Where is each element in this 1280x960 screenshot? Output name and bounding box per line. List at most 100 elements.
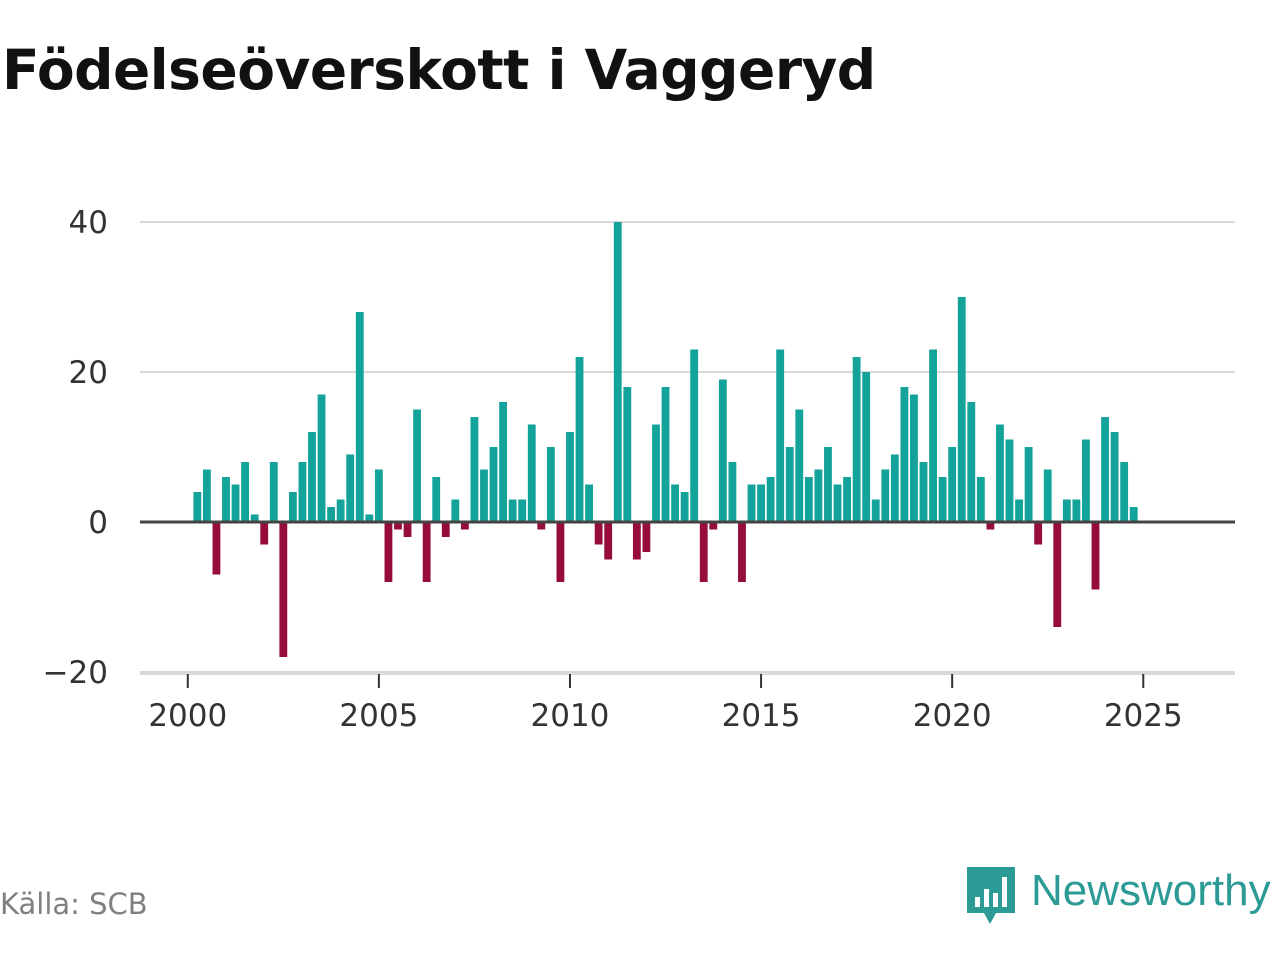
data-bar — [957, 297, 966, 522]
data-bar — [1024, 447, 1033, 522]
data-bar — [785, 447, 794, 522]
data-bar — [1062, 499, 1071, 522]
data-bar — [1091, 522, 1100, 590]
data-bar — [317, 394, 326, 522]
data-bar — [355, 312, 364, 522]
bar-chart-speech-icon — [967, 867, 1015, 924]
y-tick-label: −20 — [43, 655, 108, 691]
data-bar — [967, 402, 976, 522]
data-bar — [422, 522, 431, 582]
data-bar — [460, 522, 469, 530]
data-bar — [871, 499, 880, 522]
data-bar — [728, 462, 737, 522]
data-bar — [269, 462, 278, 522]
data-bar — [814, 469, 823, 522]
data-bar — [1129, 507, 1138, 522]
data-bar — [680, 492, 689, 522]
data-bar — [833, 484, 842, 522]
data-bar — [566, 432, 574, 522]
data-bar — [1101, 417, 1109, 522]
chart-title: Födelseöverskott i Vaggeryd — [2, 38, 876, 102]
data-bar — [518, 499, 527, 522]
data-bar — [374, 469, 383, 522]
data-bar — [718, 379, 727, 522]
data-bar — [709, 522, 718, 530]
data-bar — [298, 462, 307, 522]
data-bar — [1005, 439, 1014, 522]
data-bar — [202, 469, 211, 522]
data-bar — [976, 477, 985, 522]
data-bar — [757, 484, 765, 522]
data-bar — [1015, 499, 1023, 522]
data-bar — [489, 447, 498, 522]
data-bar — [546, 447, 555, 522]
data-bar — [919, 462, 928, 522]
x-tick-label: 2000 — [148, 698, 227, 734]
data-bar — [327, 507, 336, 522]
data-bar — [413, 409, 422, 522]
data-bar — [508, 499, 517, 522]
data-bar — [241, 462, 250, 522]
data-bar — [432, 477, 441, 522]
data-bar — [776, 349, 785, 522]
data-bar — [231, 484, 240, 522]
data-bar — [260, 522, 269, 545]
x-tick-label: 2015 — [722, 698, 801, 734]
data-bar — [537, 522, 546, 530]
data-bar — [1053, 522, 1062, 627]
data-bar — [929, 349, 937, 522]
data-bar — [336, 499, 345, 522]
data-bar — [881, 469, 890, 522]
brand-name: Newsworthy — [1031, 866, 1271, 915]
data-bar — [632, 522, 641, 560]
data-bar — [250, 514, 259, 522]
data-bar — [212, 522, 221, 575]
data-bar — [470, 417, 479, 522]
data-bar — [766, 477, 775, 522]
data-bar — [843, 477, 851, 522]
y-tick-label: 40 — [69, 205, 108, 241]
data-bar — [499, 402, 508, 522]
data-bar — [1034, 522, 1043, 545]
data-bar — [384, 522, 393, 582]
data-bar — [623, 387, 632, 522]
source-label: Källa: SCB — [0, 887, 148, 921]
data-bar — [279, 522, 288, 657]
data-bar — [451, 499, 460, 522]
data-bar — [938, 477, 947, 522]
data-bar — [288, 492, 297, 522]
data-bar — [996, 424, 1004, 522]
data-bar — [346, 454, 355, 522]
data-bar — [652, 424, 660, 522]
data-bar — [1072, 499, 1081, 522]
data-bar — [441, 522, 450, 537]
data-bar — [795, 409, 804, 522]
brand-logo[interactable]: Newsworthy — [963, 864, 1278, 928]
data-bar — [642, 522, 651, 552]
data-bar — [308, 432, 316, 522]
data-bar — [738, 522, 746, 582]
data-bar — [900, 387, 909, 522]
data-bar — [222, 477, 230, 522]
y-tick-label: 20 — [69, 355, 108, 391]
data-bar — [613, 222, 622, 522]
data-bar — [804, 477, 813, 522]
data-bar — [671, 484, 679, 522]
data-bar — [910, 394, 918, 522]
data-bar — [890, 454, 899, 522]
data-bar — [690, 349, 699, 522]
data-bar — [661, 387, 670, 522]
data-bar — [824, 447, 832, 522]
data-bar — [1082, 439, 1090, 522]
data-bar — [1120, 462, 1129, 522]
data-bar — [604, 522, 613, 560]
y-tick-label: 0 — [88, 505, 108, 541]
data-bar — [527, 424, 536, 522]
data-bar — [986, 522, 995, 530]
data-bar — [575, 357, 584, 522]
data-bar — [403, 522, 412, 537]
data-bar — [394, 522, 402, 530]
data-bar — [594, 522, 603, 545]
x-tick-label: 2005 — [339, 698, 418, 734]
